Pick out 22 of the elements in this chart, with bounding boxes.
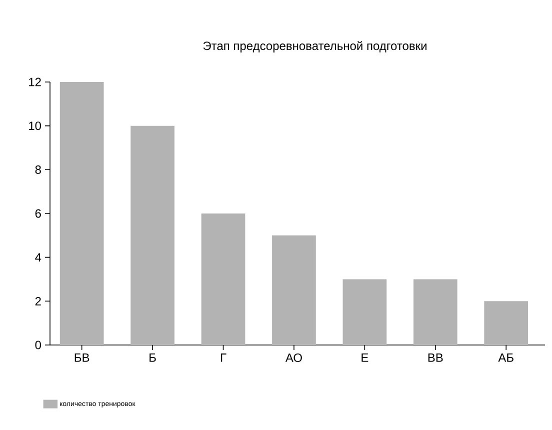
x-tick-label: АО (285, 354, 302, 362)
y-tick-label: 10 (29, 122, 42, 130)
y-tick-label: 2 (35, 296, 41, 306)
bar (413, 279, 458, 345)
bar (60, 82, 104, 345)
y-tick-label: 12 (29, 78, 41, 86)
x-tick-label: Г (220, 354, 226, 362)
bar (130, 126, 174, 345)
x-tick-label: Б (150, 354, 156, 362)
chart-title: Этап предсоревновательной подготовки (203, 41, 426, 52)
x-tick-label: ВВ (428, 354, 443, 362)
y-tick-label: 6 (35, 209, 41, 218)
x-tick-label: АБ (498, 354, 514, 362)
y-tick-label: 8 (35, 165, 41, 174)
bar (272, 235, 316, 345)
bar (342, 279, 387, 345)
bar (484, 301, 528, 345)
bar (201, 213, 246, 345)
y-tick-label: 4 (35, 253, 42, 262)
x-tick-label: Е (362, 354, 368, 362)
y-tick-label: 0 (35, 340, 42, 350)
x-tick-label: БВ (74, 354, 90, 362)
